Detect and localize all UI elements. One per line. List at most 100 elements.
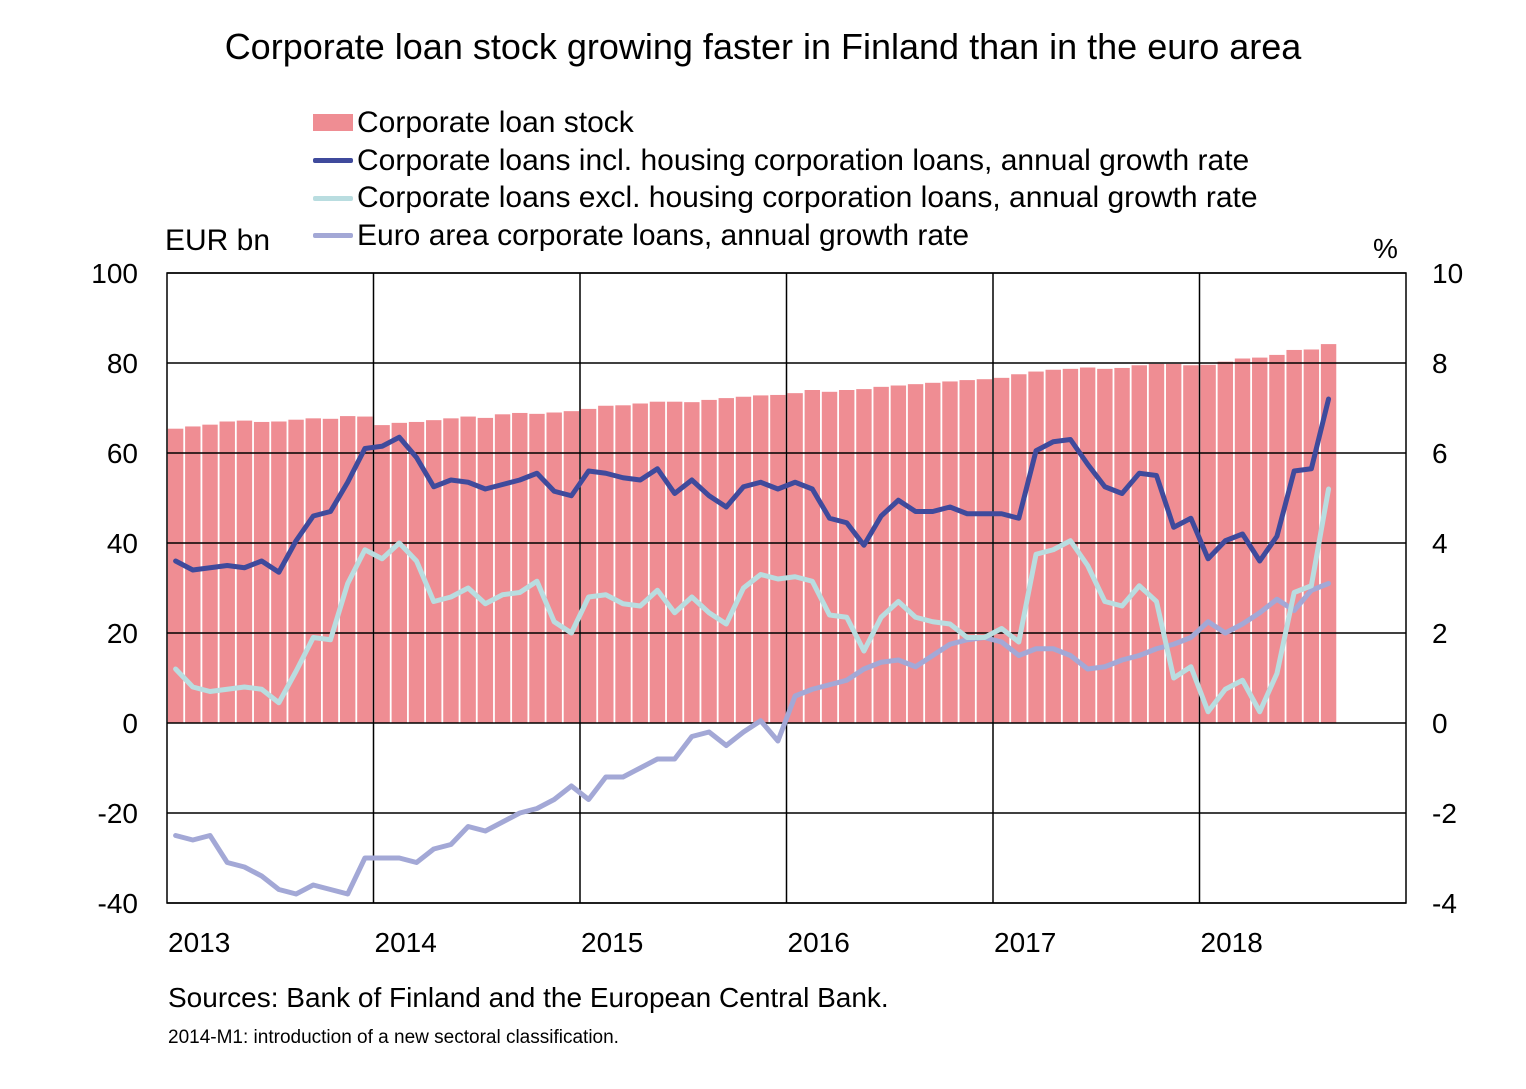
right-tick-label: 2	[1432, 618, 1448, 649]
legend-swatch	[313, 233, 353, 239]
bar	[615, 405, 631, 723]
bar-series	[167, 344, 1337, 723]
x-tick-label: 2017	[994, 927, 1056, 958]
legend: Corporate loan stock Corporate loans inc…	[313, 104, 1258, 255]
bar	[305, 418, 321, 723]
bar	[1114, 367, 1130, 723]
bar	[804, 390, 821, 723]
plot-frame	[166, 272, 1407, 904]
right-tick-label: -4	[1432, 888, 1457, 919]
bar	[529, 413, 545, 723]
right-tick-label: 4	[1432, 528, 1448, 559]
bar	[322, 418, 339, 723]
left-tick-label: 100	[91, 258, 138, 289]
legend-item-loan-stock: Corporate loan stock	[313, 104, 1258, 142]
bar	[167, 428, 184, 723]
bar	[770, 394, 786, 723]
bar	[443, 418, 459, 723]
footnote: 2014-M1: introduction of a new sectoral …	[168, 1027, 619, 1048]
legend-item-incl-housing: Corporate loans incl. housing corporatio…	[313, 142, 1258, 180]
legend-label: Corporate loan stock	[357, 105, 634, 139]
bar	[253, 421, 270, 723]
bar	[821, 391, 838, 723]
bar	[426, 420, 442, 723]
bar	[357, 416, 373, 723]
left-tick-label: 80	[107, 348, 138, 379]
bar	[219, 421, 235, 723]
bar	[477, 417, 494, 723]
legend-label: Euro area corporate loans, annual growth…	[357, 218, 970, 252]
bar	[1097, 368, 1113, 723]
legend-swatch	[313, 195, 353, 201]
series-line	[173, 486, 1332, 715]
left-axis-unit: EUR bn	[165, 224, 271, 257]
bar	[839, 390, 855, 723]
bar	[512, 412, 528, 723]
bar	[666, 401, 683, 723]
x-tick-label: 2015	[581, 927, 643, 958]
line-series	[173, 581, 1332, 897]
bar	[701, 399, 717, 723]
right-tick-label: 0	[1432, 708, 1448, 739]
bar	[391, 422, 408, 723]
bar	[236, 420, 253, 723]
bar	[1234, 358, 1251, 723]
bar	[976, 379, 993, 723]
x-tick-label: 2018	[1201, 927, 1263, 958]
right-tick-label: -2	[1432, 798, 1457, 829]
bar	[288, 419, 304, 723]
bar	[185, 426, 201, 723]
bar	[873, 386, 889, 723]
left-tick-label: 0	[122, 708, 138, 739]
legend-label: Corporate loans excl. housing corporatio…	[357, 181, 1258, 215]
bar	[546, 412, 562, 723]
x-tick-label: 2014	[375, 927, 437, 958]
bar	[752, 395, 769, 723]
bar	[925, 382, 941, 723]
line-series	[173, 396, 1332, 575]
bar	[1320, 344, 1337, 723]
bar	[1011, 374, 1027, 723]
left-tick-label: 40	[107, 528, 138, 559]
bar	[649, 401, 666, 723]
bar	[993, 377, 1010, 723]
right-tick-label: 8	[1432, 348, 1448, 379]
bar	[735, 396, 752, 723]
bar	[1252, 357, 1268, 723]
bar	[959, 380, 975, 723]
bar	[1028, 371, 1044, 723]
bar	[684, 402, 700, 723]
legend-item-excl-housing: Corporate loans excl. housing corporatio…	[313, 179, 1258, 217]
bar	[1303, 349, 1320, 723]
bar	[1062, 368, 1079, 723]
legend-item-euro-area: Euro area corporate loans, annual growth…	[313, 217, 1258, 255]
legend-swatch	[313, 158, 353, 164]
bar	[1286, 349, 1302, 723]
x-tick-label: 2013	[168, 927, 230, 958]
left-tick-label: 60	[107, 438, 138, 469]
bar	[580, 408, 597, 723]
bar	[632, 403, 648, 723]
bar	[408, 421, 425, 723]
bar	[1131, 365, 1147, 723]
bar	[563, 411, 580, 723]
line-series	[173, 486, 1332, 715]
legend-label: Corporate loans incl. housing corporatio…	[357, 143, 1250, 177]
right-tick-label: 6	[1432, 438, 1448, 469]
series-line	[173, 396, 1332, 575]
bar	[202, 424, 218, 723]
bar	[374, 425, 390, 723]
left-tick-label: -40	[98, 888, 138, 919]
bar	[718, 398, 734, 723]
legend-swatch	[313, 114, 353, 132]
right-tick-label: 10	[1432, 258, 1463, 289]
bar	[1045, 369, 1061, 723]
bar	[890, 385, 907, 723]
x-tick-label: 2016	[788, 927, 850, 958]
bar	[494, 414, 511, 723]
bar	[942, 381, 958, 723]
sources-note: Sources: Bank of Finland and the Europea…	[168, 982, 889, 1013]
left-tick-label: -20	[98, 798, 138, 829]
bar	[598, 405, 614, 723]
